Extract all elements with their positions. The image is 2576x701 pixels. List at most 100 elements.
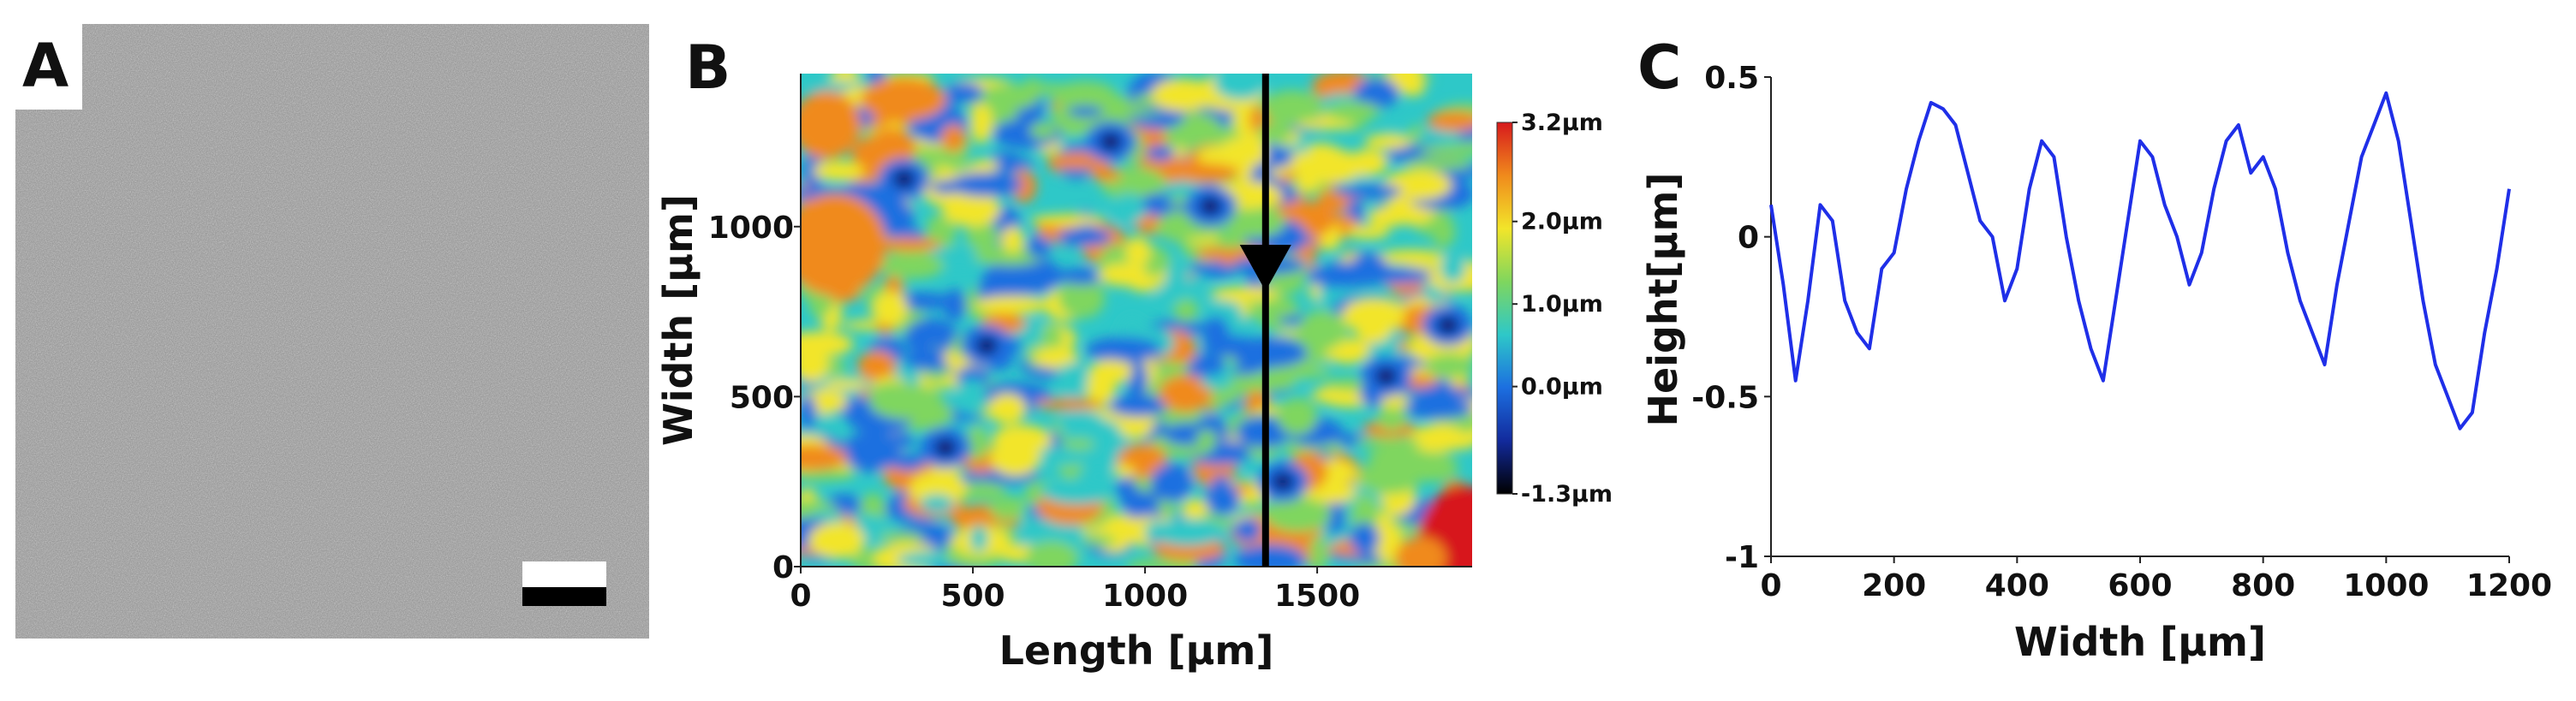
heatmap-cell	[1234, 544, 1306, 567]
heatmap-cell	[1395, 537, 1446, 567]
heatmap-cell	[1297, 119, 1353, 130]
heatmap-cell	[872, 237, 942, 252]
heatmap-cell	[1355, 437, 1422, 448]
profile-y-tick-label: -1	[1725, 540, 1759, 575]
heatmap-cell	[1058, 410, 1106, 437]
heatmap-x-tick-label: 0	[790, 579, 811, 614]
heatmap-cell	[1325, 101, 1380, 121]
panel-c-label: C	[1637, 33, 1682, 103]
heatmap-cell	[945, 82, 984, 104]
heatmap-cell	[1125, 236, 1151, 267]
heatmap-cell	[1025, 541, 1078, 567]
heatmap-cell	[1417, 129, 1462, 146]
heatmap-cell	[1200, 374, 1233, 389]
colorbar-tick-label: 2.0µm	[1521, 209, 1603, 235]
heatmap-cell	[1233, 336, 1308, 368]
heatmap-cell	[1223, 207, 1285, 238]
colorbar-tick-label: 3.2µm	[1521, 110, 1603, 136]
heatmap-cell	[989, 496, 1029, 520]
heatmap-cell	[1276, 476, 1289, 487]
heatmap-cell	[956, 378, 987, 415]
heatmap-cell	[966, 222, 999, 251]
scale-bar-white	[522, 561, 606, 587]
heatmap-cell	[1210, 286, 1280, 302]
heatmap-cell	[1127, 359, 1148, 399]
profile-x-tick-label: 1200	[2466, 568, 2552, 603]
heatmap-cell	[1349, 522, 1380, 554]
heatmap-cell	[812, 161, 865, 181]
heatmap-cell	[974, 247, 1045, 266]
heatmap-cell	[1346, 225, 1390, 240]
heatmap-cell	[1098, 263, 1149, 287]
heatmap-cell	[1085, 336, 1161, 363]
heatmap-cell	[1151, 518, 1225, 547]
heatmap-cell	[824, 359, 846, 377]
profile-x-axis-label: Width [µm]	[2014, 619, 2266, 665]
heatmap-cell	[1034, 398, 1104, 411]
heatmap-cell	[1150, 463, 1193, 502]
heatmap-cell	[808, 522, 866, 559]
heatmap-cell	[1353, 554, 1383, 565]
heatmap-cell	[1380, 371, 1392, 382]
heatmap-cell	[1104, 136, 1117, 147]
heatmap-cell	[1364, 134, 1411, 150]
heatmap-cell	[975, 295, 1049, 315]
panel-b-label: B	[685, 33, 731, 103]
panel-a-label: A	[22, 31, 69, 101]
heatmap-x-axis-label: Length [µm]	[999, 627, 1274, 674]
heatmap-cell	[904, 318, 958, 357]
heatmap-cell	[1277, 397, 1318, 436]
heatmap-cell	[956, 481, 1006, 500]
heatmap-cell	[1088, 359, 1132, 385]
heatmap-cell	[1046, 152, 1107, 169]
profile-y-tick-label: 0	[1738, 221, 1759, 256]
heatmap-cell	[1263, 365, 1333, 379]
heatmap-cell	[1151, 290, 1187, 304]
heatmap-cell	[1029, 214, 1105, 226]
heatmap-cell	[1151, 78, 1213, 112]
heatmap-y-tick-label: 1000	[708, 211, 794, 246]
heatmap-cell	[1441, 319, 1454, 330]
heatmap-cell	[1113, 464, 1136, 478]
heatmap-cell	[840, 432, 902, 472]
heatmap-cell	[1091, 168, 1122, 181]
heatmap-cell	[1163, 259, 1189, 288]
heatmap-cell	[1367, 207, 1409, 228]
heatmap-cell	[1029, 122, 1057, 140]
heatmap-cell	[897, 174, 910, 185]
heatmap-cell	[1204, 200, 1217, 211]
heatmap-cell	[801, 394, 817, 431]
heatmap-cell	[1419, 145, 1472, 157]
profile-x-tick-label: 200	[1862, 568, 1926, 603]
heatmap-cell	[942, 190, 1001, 227]
heatmap-cell	[878, 532, 925, 543]
heatmap-cell	[1058, 277, 1106, 318]
colorbar	[1496, 122, 1513, 495]
heatmap-cell	[1213, 74, 1267, 100]
heatmap-cell	[1202, 300, 1242, 318]
profile-series-line	[1769, 91, 2511, 431]
heatmap-cell	[981, 340, 993, 351]
profile-x-tick-label: 400	[1985, 568, 2049, 603]
heatmap-cell	[940, 124, 967, 152]
heatmap-x-tick-label: 1500	[1274, 579, 1360, 614]
profile-y-tick-label: 0.5	[1704, 61, 1759, 96]
profile-x-tick-label: 0	[1760, 568, 1781, 603]
heatmap-cell	[1404, 157, 1472, 171]
heatmap-cell	[1338, 184, 1403, 199]
heatmap-cell	[967, 425, 988, 461]
sem-image-panel: A	[15, 24, 649, 639]
heatmap-cell	[1409, 424, 1466, 453]
heatmap-cell	[1357, 267, 1433, 284]
heatmap-cell	[1146, 145, 1175, 161]
heatmap-cell	[1041, 478, 1115, 505]
heatmap-cell	[1424, 353, 1472, 378]
heatmap-x-tick-label: 500	[940, 579, 1005, 614]
colorbar-tick-label: 1.0µm	[1521, 291, 1603, 318]
heatmap-cell	[1052, 84, 1078, 96]
scale-bar-black	[522, 587, 606, 606]
heatmap-cell	[1181, 498, 1209, 521]
heatmap-cell	[801, 193, 886, 296]
heatmap-cell	[1082, 534, 1117, 547]
